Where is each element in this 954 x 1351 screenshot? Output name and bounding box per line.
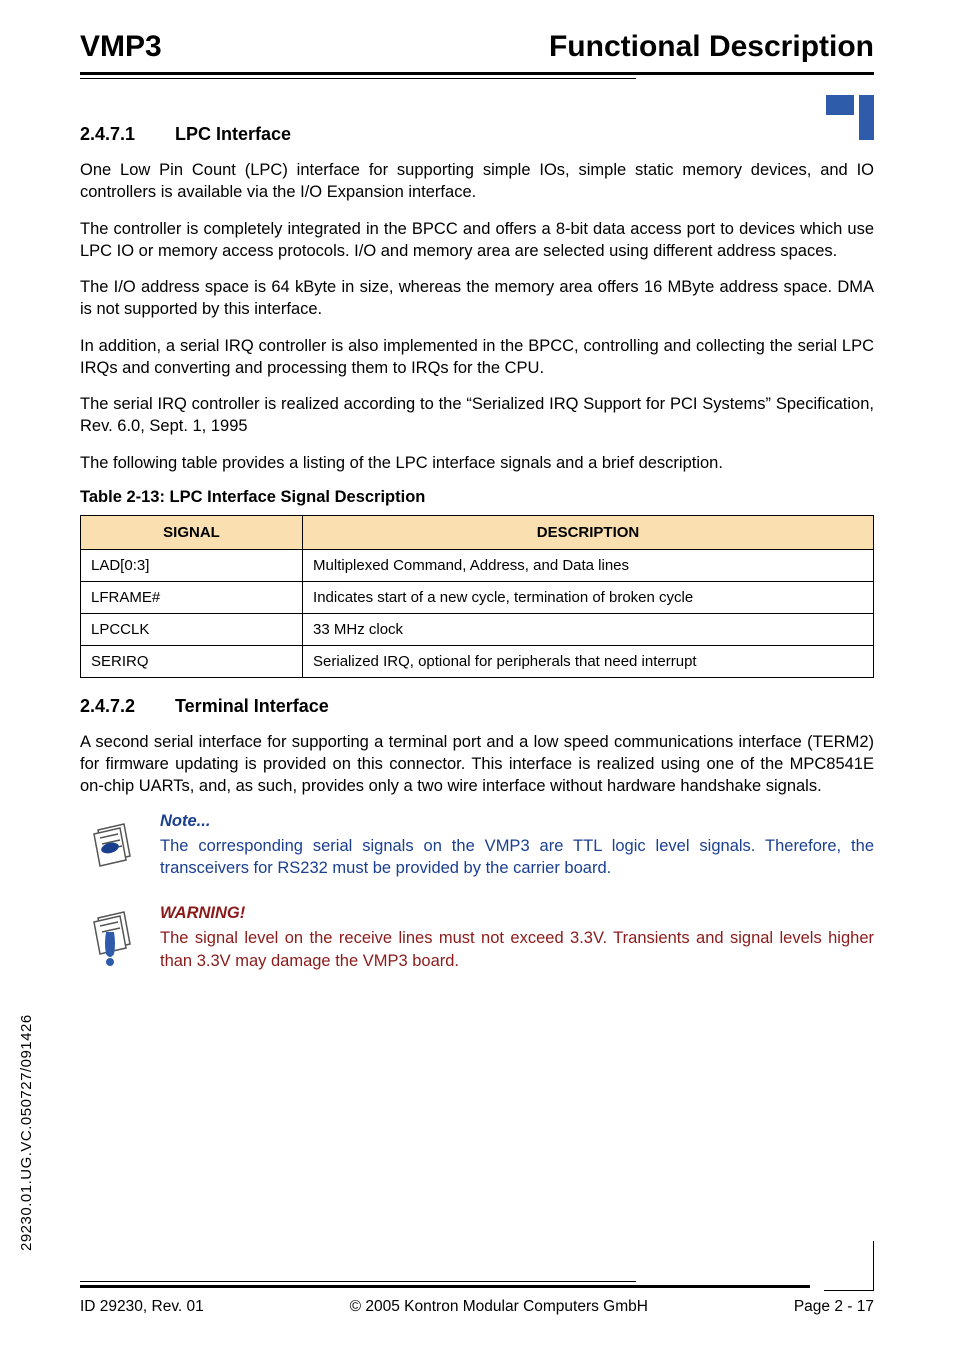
table-cell-signal: SERIRQ [81, 645, 303, 677]
brand-logo [814, 95, 874, 140]
warning-text: The signal level on the receive lines mu… [160, 927, 874, 972]
section-title: Terminal Interface [175, 696, 329, 716]
table-caption: Table 2-13: LPC Interface Signal Descrip… [80, 488, 874, 507]
table-header-description: DESCRIPTION [303, 515, 874, 549]
table-row: LPCCLK 33 MHz clock [81, 613, 874, 645]
doc-reference-vertical: 29230.01.UG.VC.050727/091426 [18, 1014, 35, 1251]
header-chapter: Functional Description [549, 30, 874, 64]
paragraph: The controller is completely integrated … [80, 218, 874, 263]
note-callout: Note... The corresponding serial signals… [80, 812, 874, 880]
section-number: 2.4.7.1 [80, 124, 170, 145]
header-rule-thin [80, 78, 636, 79]
paragraph: One Low Pin Count (LPC) interface for su… [80, 159, 874, 204]
section-heading-terminal: 2.4.7.2 Terminal Interface [80, 696, 874, 717]
table-row: LAD[0:3] Multiplexed Command, Address, a… [81, 549, 874, 581]
footer-page-number: Page 2 - 17 [794, 1298, 874, 1316]
note-title: Note... [160, 812, 874, 831]
table-header-signal: SIGNAL [81, 515, 303, 549]
note-icon [80, 812, 142, 874]
footer-doc-id: ID 29230, Rev. 01 [80, 1298, 204, 1316]
page-header: VMP3 Functional Description [80, 30, 874, 64]
header-product: VMP3 [80, 30, 162, 64]
paragraph: The following table provides a listing o… [80, 452, 874, 474]
footer-rule-thin [80, 1281, 636, 1282]
table-cell-signal: LPCCLK [81, 613, 303, 645]
paragraph: The serial IRQ controller is realized ac… [80, 393, 874, 438]
lpc-signal-table: SIGNAL DESCRIPTION LAD[0:3] Multiplexed … [80, 515, 874, 678]
footer-rule-thick [80, 1285, 810, 1288]
table-row: LFRAME# Indicates start of a new cycle, … [81, 581, 874, 613]
warning-callout: WARNING! The signal level on the receive… [80, 904, 874, 972]
footer-content: ID 29230, Rev. 01 © 2005 Kontron Modular… [80, 1298, 874, 1316]
section-number: 2.4.7.2 [80, 696, 170, 717]
note-text: The corresponding serial signals on the … [160, 835, 874, 880]
section-title: LPC Interface [175, 124, 291, 144]
section-heading-lpc: 2.4.7.1 LPC Interface [80, 124, 874, 145]
paragraph: A second serial interface for supporting… [80, 731, 874, 798]
paragraph: The I/O address space is 64 kByte in siz… [80, 276, 874, 321]
table-cell-description: Serialized IRQ, optional for peripherals… [303, 645, 874, 677]
table-cell-description: Indicates start of a new cycle, terminat… [303, 581, 874, 613]
paragraph: In addition, a serial IRQ controller is … [80, 335, 874, 380]
note-body: Note... The corresponding serial signals… [160, 812, 874, 880]
header-rule-thick [80, 72, 874, 75]
warning-title: WARNING! [160, 904, 874, 923]
table-header-row: SIGNAL DESCRIPTION [81, 515, 874, 549]
warning-body: WARNING! The signal level on the receive… [160, 904, 874, 972]
document-page: VMP3 Functional Description 2.4.7.1 LPC … [0, 0, 954, 1351]
warning-icon [80, 904, 142, 966]
footer-copyright: © 2005 Kontron Modular Computers GmbH [350, 1298, 648, 1316]
table-cell-description: Multiplexed Command, Address, and Data l… [303, 549, 874, 581]
table-cell-description: 33 MHz clock [303, 613, 874, 645]
table-cell-signal: LAD[0:3] [81, 549, 303, 581]
page-footer: ID 29230, Rev. 01 © 2005 Kontron Modular… [80, 1281, 874, 1316]
table-cell-signal: LFRAME# [81, 581, 303, 613]
table-row: SERIRQ Serialized IRQ, optional for peri… [81, 645, 874, 677]
